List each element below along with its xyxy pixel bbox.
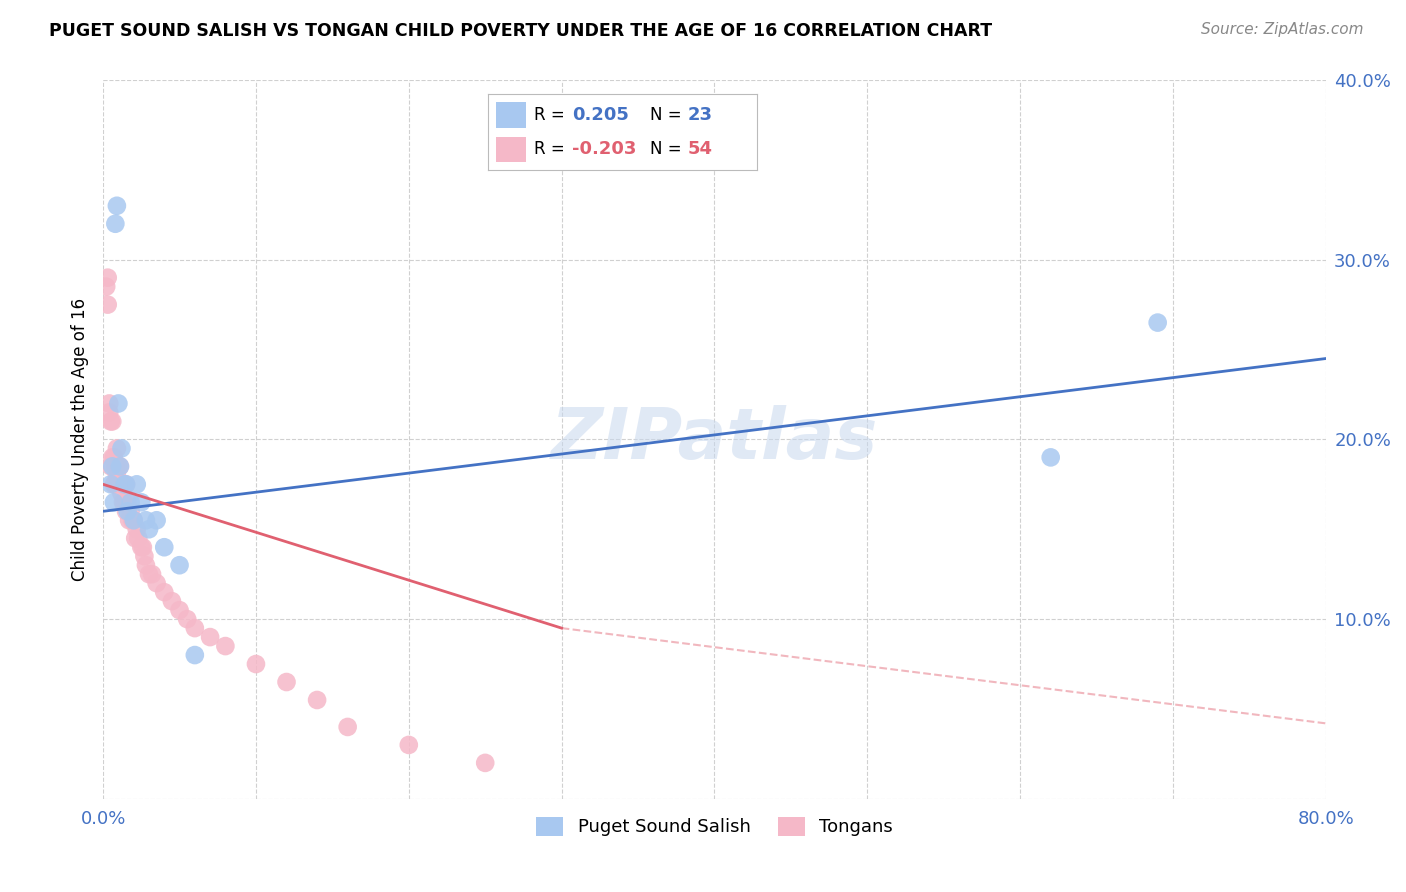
Point xyxy=(103,477,125,491)
Point xyxy=(105,468,128,483)
Point xyxy=(98,405,121,419)
Point xyxy=(131,540,153,554)
Point xyxy=(96,279,118,293)
Point xyxy=(114,477,136,491)
Point xyxy=(336,720,359,734)
Point xyxy=(160,594,183,608)
Point xyxy=(110,477,132,491)
Point xyxy=(145,576,167,591)
Point xyxy=(120,495,142,509)
Point xyxy=(111,495,134,509)
Point xyxy=(104,217,127,231)
Point xyxy=(104,459,127,474)
Legend: Puget Sound Salish, Tongans: Puget Sound Salish, Tongans xyxy=(529,810,900,844)
Point xyxy=(214,639,236,653)
Point xyxy=(101,459,124,474)
Point xyxy=(97,270,120,285)
Point xyxy=(245,657,267,671)
Point xyxy=(101,450,124,465)
Point xyxy=(124,531,146,545)
Point xyxy=(145,513,167,527)
Point xyxy=(108,459,131,474)
Text: ZIPatlas: ZIPatlas xyxy=(551,405,879,474)
Text: Source: ZipAtlas.com: Source: ZipAtlas.com xyxy=(1201,22,1364,37)
Point xyxy=(276,675,298,690)
Point xyxy=(108,459,131,474)
Point xyxy=(169,603,191,617)
Text: PUGET SOUND SALISH VS TONGAN CHILD POVERTY UNDER THE AGE OF 16 CORRELATION CHART: PUGET SOUND SALISH VS TONGAN CHILD POVER… xyxy=(49,22,993,40)
Point xyxy=(107,477,129,491)
Point xyxy=(1146,316,1168,330)
Point xyxy=(98,396,121,410)
Point xyxy=(117,495,139,509)
Point xyxy=(121,513,143,527)
Point xyxy=(105,199,128,213)
Point xyxy=(103,450,125,465)
Point xyxy=(184,648,207,662)
Point xyxy=(118,513,141,527)
Point xyxy=(131,495,153,509)
Point xyxy=(138,522,160,536)
Point xyxy=(122,513,145,527)
Point xyxy=(398,738,420,752)
Point xyxy=(153,540,176,554)
Point xyxy=(120,504,142,518)
Point xyxy=(103,495,125,509)
Point xyxy=(135,513,157,527)
Point xyxy=(184,621,207,635)
Point xyxy=(135,558,157,573)
Point xyxy=(115,477,138,491)
Point xyxy=(110,486,132,500)
Point xyxy=(100,477,122,491)
Point xyxy=(117,504,139,518)
Point xyxy=(108,477,131,491)
Point xyxy=(100,414,122,428)
Point xyxy=(111,477,134,491)
Point xyxy=(134,549,156,564)
Point xyxy=(107,459,129,474)
Y-axis label: Child Poverty Under the Age of 16: Child Poverty Under the Age of 16 xyxy=(72,298,89,581)
Point xyxy=(132,540,155,554)
Point xyxy=(101,414,124,428)
Point xyxy=(122,513,145,527)
Point xyxy=(307,693,329,707)
Point xyxy=(169,558,191,573)
Point xyxy=(110,442,132,456)
Point xyxy=(153,585,176,599)
Point xyxy=(125,477,148,491)
Point xyxy=(115,477,138,491)
Point xyxy=(1039,450,1062,465)
Point xyxy=(198,630,221,644)
Point xyxy=(105,442,128,456)
Point xyxy=(138,567,160,582)
Point xyxy=(104,477,127,491)
Point xyxy=(474,756,496,770)
Point xyxy=(125,522,148,536)
Point xyxy=(127,531,149,545)
Point xyxy=(97,298,120,312)
Point xyxy=(141,567,163,582)
Point xyxy=(100,459,122,474)
Point xyxy=(107,396,129,410)
Point xyxy=(114,495,136,509)
Point xyxy=(115,504,138,518)
Point xyxy=(176,612,198,626)
